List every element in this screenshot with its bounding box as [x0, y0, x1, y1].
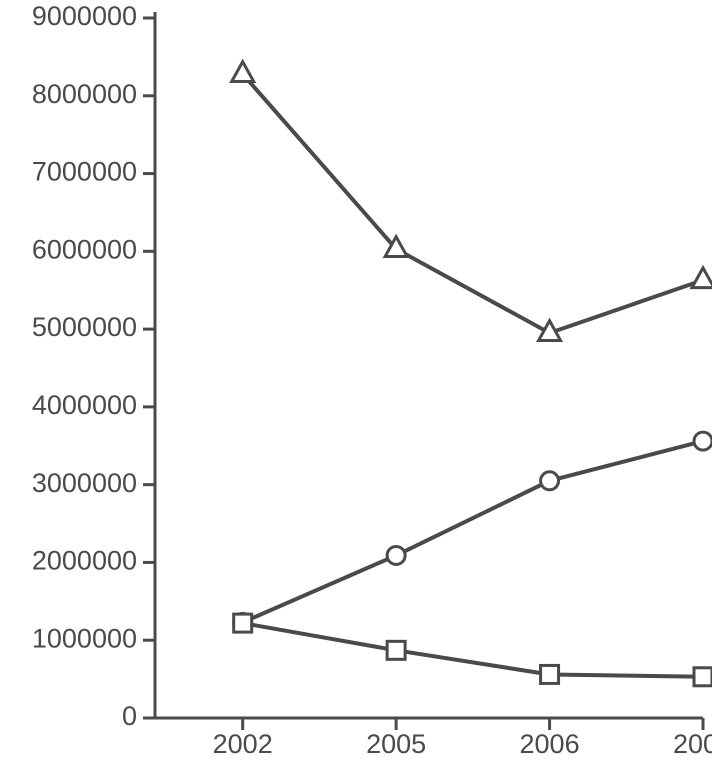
- marker-square: [541, 665, 559, 683]
- x-tick-label: 2006: [520, 729, 580, 759]
- x-tick-label: 2002: [213, 729, 273, 759]
- y-tick-label: 9000000: [32, 1, 137, 31]
- marker-square: [234, 614, 252, 632]
- y-tick-label: 4000000: [32, 390, 137, 420]
- y-tick-label: 8000000: [32, 79, 137, 109]
- y-tick-label: 5000000: [32, 312, 137, 342]
- y-tick-label: 3000000: [32, 468, 137, 498]
- y-tick-label: 6000000: [32, 234, 137, 264]
- marker-square: [387, 641, 405, 659]
- x-tick-label: 2008: [673, 729, 712, 759]
- y-tick-label: 2000000: [32, 546, 137, 576]
- marker-circle: [387, 546, 405, 564]
- line-chart: 0 1000000 2000000 3000000 4000000 5000000 6000…: [0, 0, 712, 764]
- marker-circle: [694, 432, 712, 450]
- y-tick-label: 1000000: [32, 623, 137, 653]
- x-tick-label: 2005: [366, 729, 426, 759]
- y-tick-label: 7000000: [32, 157, 137, 187]
- marker-circle: [541, 472, 559, 490]
- y-tick-label: 0: [122, 701, 137, 731]
- marker-square: [694, 668, 712, 686]
